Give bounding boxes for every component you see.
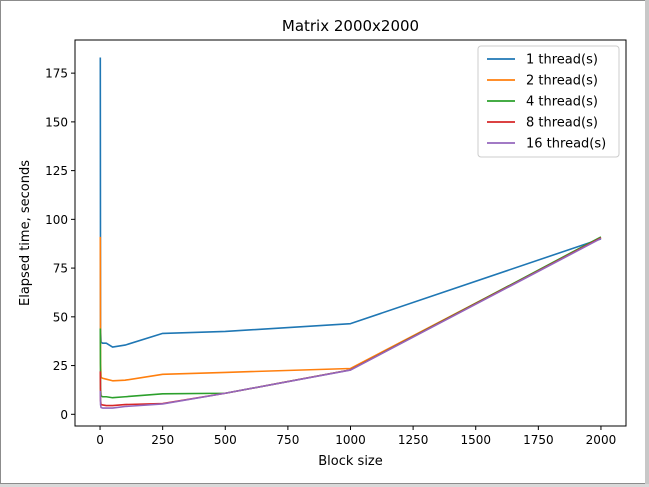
x-tick-label: 0 xyxy=(96,433,104,447)
legend-label-3: 4 thread(s) xyxy=(526,95,598,110)
y-tick-label: 50 xyxy=(53,310,68,324)
x-tick-label: 1750 xyxy=(523,433,554,447)
y-axis: 0 25 50 75 100 125 150 175 xyxy=(45,67,75,422)
y-tick-label: 75 xyxy=(53,262,68,276)
x-axis: 0 250 500 750 1000 1250 1500 1750 2000 xyxy=(96,426,616,447)
y-tick-label: 125 xyxy=(45,164,68,178)
x-tick-label: 750 xyxy=(276,433,299,447)
y-tick-label: 25 xyxy=(53,359,68,373)
y-tick-label: 100 xyxy=(45,213,68,227)
x-tick-label: 1250 xyxy=(398,433,429,447)
y-tick-label: 150 xyxy=(45,115,68,129)
y-tick-label: 0 xyxy=(60,408,68,422)
x-tick-label: 1500 xyxy=(460,433,491,447)
x-axis-label: Block size xyxy=(318,454,383,469)
chart-title: Matrix 2000x2000 xyxy=(282,17,419,35)
series-layer xyxy=(99,57,602,409)
legend-label-2: 2 thread(s) xyxy=(526,74,598,89)
y-tick-label: 175 xyxy=(45,67,68,81)
legend-box xyxy=(477,45,620,158)
legend-label-5: 16 thread(s) xyxy=(526,137,606,152)
x-tick-label: 500 xyxy=(214,433,237,447)
x-tick-label: 2000 xyxy=(586,433,617,447)
y-axis-label: Elapsed time, seconds xyxy=(18,160,33,306)
window-frame-right xyxy=(645,0,649,484)
legend: 1 thread(s) 2 thread(s) 4 thread(s) 8 threa… xyxy=(477,45,620,158)
legend-label-4: 8 thread(s) xyxy=(526,116,598,131)
series-line-5 xyxy=(99,237,602,409)
x-tick-label: 250 xyxy=(151,433,174,447)
x-tick-label: 1000 xyxy=(335,433,366,447)
legend-label-1: 1 thread(s) xyxy=(526,53,598,68)
